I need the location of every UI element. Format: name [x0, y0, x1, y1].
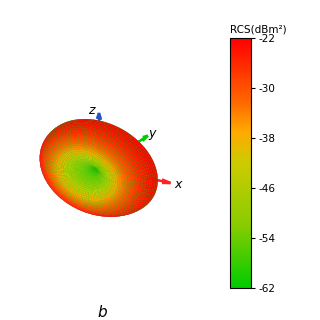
Text: RCS(dBm²): RCS(dBm²): [230, 25, 287, 35]
Text: b: b: [98, 305, 107, 320]
